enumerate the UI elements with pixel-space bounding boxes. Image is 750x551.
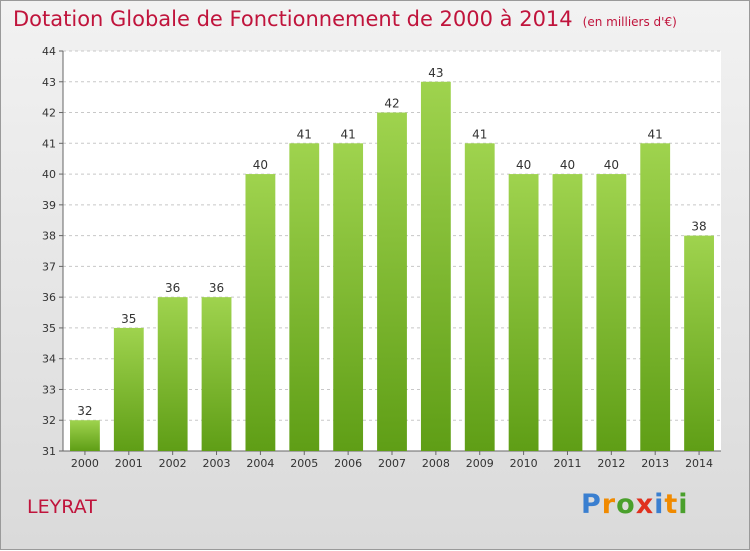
y-tick-label: 39 — [42, 199, 56, 212]
bar — [333, 143, 364, 452]
y-tick-label: 40 — [42, 168, 56, 181]
data-label: 41 — [340, 127, 355, 141]
x-tick-label: 2000 — [71, 457, 99, 470]
x-tick-label: 2014 — [685, 457, 713, 470]
data-label: 36 — [209, 281, 224, 295]
bar — [70, 420, 100, 451]
logo-letter: i — [654, 489, 665, 520]
bar — [508, 174, 539, 452]
logo-letter: i — [678, 489, 689, 520]
y-tick-label: 37 — [42, 260, 56, 273]
bar — [289, 143, 320, 452]
chart-unit: (en milliers d'€) — [582, 15, 677, 29]
bar — [596, 174, 627, 452]
y-tick-label: 31 — [42, 445, 56, 458]
y-tick-label: 42 — [42, 107, 56, 120]
logo-letter: P — [581, 489, 602, 520]
proxiti-logo: Proxiti — [581, 489, 689, 520]
y-tick-label: 34 — [42, 353, 56, 366]
x-tick-label: 2005 — [290, 457, 318, 470]
x-tick-label: 2008 — [422, 457, 450, 470]
y-tick-label: 41 — [42, 137, 56, 150]
logo-letter: x — [635, 489, 655, 520]
x-tick-label: 2006 — [334, 457, 362, 470]
data-label: 36 — [165, 281, 180, 295]
x-tick-label: 2012 — [597, 457, 625, 470]
bar — [464, 143, 495, 452]
y-tick-label: 38 — [42, 230, 56, 243]
x-tick-label: 2004 — [246, 457, 274, 470]
x-tick-label: 2003 — [203, 457, 231, 470]
data-label: 41 — [472, 127, 487, 141]
x-tick-label: 2011 — [553, 457, 581, 470]
x-tick-label: 2009 — [466, 457, 494, 470]
bar — [420, 81, 451, 452]
y-tick-label: 36 — [42, 291, 56, 304]
x-tick-label: 2001 — [115, 457, 143, 470]
logo-letter: o — [616, 489, 636, 520]
data-label: 40 — [253, 158, 268, 172]
logo-letter: t — [664, 489, 679, 520]
bar — [245, 174, 276, 452]
data-label: 40 — [516, 158, 531, 172]
bar — [201, 297, 232, 451]
x-tick-label: 2007 — [378, 457, 406, 470]
bar — [640, 143, 671, 452]
chart-title-text: Dotation Globale de Fonctionnement de 20… — [13, 7, 573, 31]
data-label: 41 — [297, 127, 312, 141]
x-tick-label: 2002 — [159, 457, 187, 470]
bar — [377, 112, 407, 452]
commune-name: LEYRAT — [27, 496, 97, 518]
data-label: 35 — [121, 312, 136, 326]
data-label: 41 — [648, 127, 663, 141]
chart-title: Dotation Globale de Fonctionnement de 20… — [13, 7, 677, 31]
x-tick-label: 2010 — [510, 457, 538, 470]
data-label: 40 — [560, 158, 575, 172]
bar — [113, 327, 144, 451]
x-tick-label: 2013 — [641, 457, 669, 470]
y-tick-label: 32 — [42, 414, 56, 427]
data-label: 42 — [384, 97, 399, 111]
data-label: 40 — [604, 158, 619, 172]
bar — [684, 235, 714, 451]
data-label: 32 — [77, 404, 92, 418]
y-tick-label: 44 — [42, 45, 56, 58]
logo-letter: r — [601, 489, 617, 520]
y-tick-label: 33 — [42, 383, 56, 396]
y-tick-label: 35 — [42, 322, 56, 335]
data-label: 43 — [428, 66, 443, 80]
data-label: 38 — [691, 220, 706, 234]
bar — [157, 297, 188, 451]
y-tick-label: 43 — [42, 76, 56, 89]
bar — [552, 174, 583, 452]
